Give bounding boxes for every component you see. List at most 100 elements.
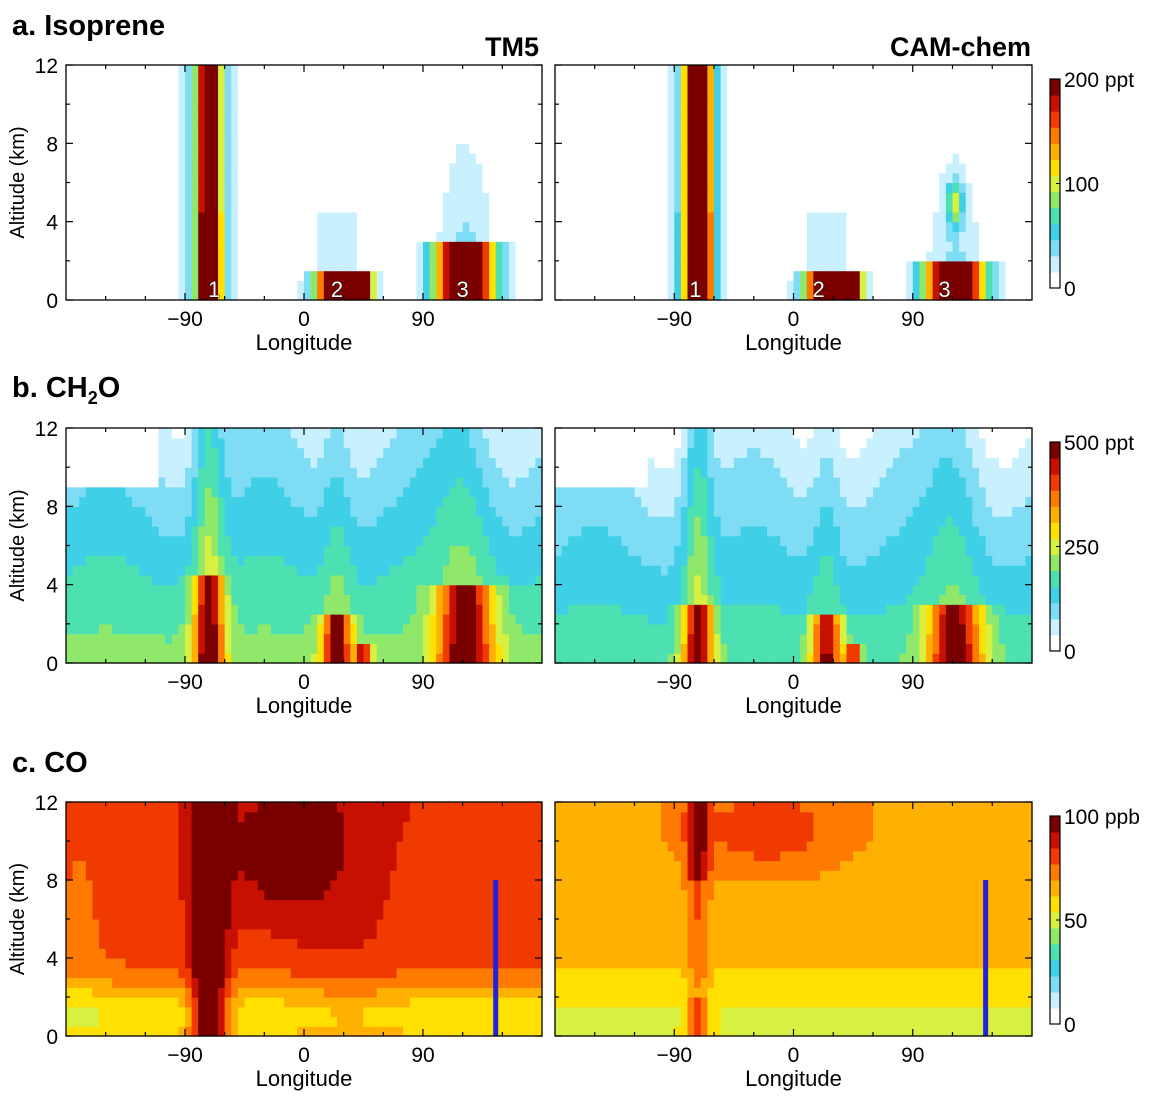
- heatmap-cell: [965, 251, 973, 262]
- heatmap-cell: [151, 192, 160, 203]
- heatmap-cell: [237, 133, 246, 144]
- heatmap-cell: [304, 437, 312, 449]
- heatmap-cell: [700, 84, 708, 95]
- heatmap-cell: [237, 84, 246, 95]
- heatmap-cell: [304, 643, 312, 654]
- heatmap-cell: [740, 74, 748, 86]
- heatmap-cell: [555, 270, 563, 282]
- heatmap-cell: [383, 290, 391, 301]
- heatmap-cell: [979, 84, 987, 95]
- heatmap-cell: [680, 74, 689, 86]
- heatmap-cell: [892, 133, 901, 144]
- heatmap-cell: [132, 614, 140, 625]
- heatmap-cell: [667, 133, 675, 144]
- heatmap-cell: [277, 172, 285, 184]
- heatmap-cell: [297, 74, 305, 86]
- heatmap-cell: [634, 143, 642, 154]
- heatmap-cell: [66, 182, 74, 193]
- heatmap-cell: [99, 437, 107, 449]
- heatmap-cell: [79, 486, 87, 498]
- heatmap-cell: [383, 231, 391, 242]
- heatmap-cell: [456, 260, 464, 272]
- heatmap-cell: [72, 486, 80, 498]
- heatmap-cell: [370, 74, 378, 86]
- heatmap-cell: [185, 623, 193, 635]
- heatmap-cell: [290, 525, 298, 537]
- heatmap-cell: [257, 251, 265, 262]
- heatmap-cell: [290, 486, 298, 498]
- heatmap-cell: [244, 428, 252, 439]
- heatmap-cell: [800, 84, 808, 95]
- heatmap-cell: [502, 290, 510, 301]
- heatmap-cell: [323, 231, 332, 242]
- heatmap-cell: [145, 290, 153, 301]
- heatmap-cell: [687, 251, 695, 262]
- heatmap-cell: [284, 162, 292, 174]
- heatmap-cell: [363, 633, 371, 645]
- heatmap-cell: [125, 516, 133, 527]
- heatmap-cell: [277, 633, 285, 645]
- heatmap-cell: [753, 231, 761, 242]
- heatmap-cell: [224, 270, 232, 282]
- heatmap-cell: [105, 506, 113, 517]
- heatmap-cell: [449, 486, 457, 498]
- heatmap-cell: [151, 113, 160, 125]
- heatmap-cell: [926, 133, 934, 144]
- heatmap-cell: [694, 113, 702, 125]
- heatmap-cell: [786, 162, 795, 174]
- heatmap-cell: [462, 133, 470, 144]
- heatmap-cell: [436, 447, 444, 458]
- heatmap-cell: [383, 437, 391, 449]
- heatmap-cell: [409, 143, 417, 154]
- heatmap-cell: [191, 555, 199, 566]
- heatmap-cell: [178, 143, 186, 154]
- heatmap-cell: [145, 172, 153, 184]
- heatmap-cell: [277, 574, 285, 586]
- heatmap-cell: [680, 290, 689, 301]
- heatmap-cell: [621, 260, 629, 272]
- heatmap-cell: [310, 162, 318, 174]
- heatmap-cell: [99, 241, 107, 252]
- heatmap-cell: [79, 496, 87, 507]
- heatmap-cell: [237, 457, 246, 468]
- heatmap-cell: [363, 153, 371, 164]
- heatmap-cell: [687, 153, 695, 164]
- heatmap-cell: [356, 162, 365, 174]
- heatmap-cell: [773, 143, 781, 154]
- heatmap-cell: [873, 133, 881, 144]
- heatmap-cell: [237, 467, 246, 478]
- region-label: 1: [689, 277, 701, 302]
- heatmap-cell: [165, 172, 173, 184]
- heatmap-cell: [720, 241, 728, 252]
- heatmap-cell: [211, 280, 219, 291]
- heatmap-cell: [383, 545, 391, 556]
- heatmap-cell: [621, 290, 629, 301]
- heatmap-cell: [277, 192, 285, 203]
- heatmap-cell: [376, 153, 384, 164]
- heatmap-cell: [998, 260, 1007, 272]
- heatmap-cell: [317, 231, 325, 242]
- heatmap-cell: [370, 565, 378, 576]
- heatmap-cell: [204, 457, 213, 468]
- heatmap-cell: [396, 516, 404, 527]
- heatmap-cell: [714, 133, 722, 144]
- heatmap-cell: [621, 202, 629, 213]
- heatmap-cell: [383, 653, 391, 664]
- heatmap-cell: [218, 565, 226, 576]
- heatmap-cell: [389, 525, 398, 537]
- heatmap-cell: [489, 182, 497, 193]
- heatmap-cell: [826, 211, 834, 223]
- heatmap-cell: [244, 437, 252, 449]
- heatmap-cell: [389, 153, 398, 164]
- heatmap-cell: [244, 133, 252, 144]
- heatmap-cell: [820, 241, 828, 252]
- heatmap-cell: [191, 496, 199, 507]
- heatmap-cell: [912, 251, 920, 262]
- heatmap-cell: [409, 506, 417, 517]
- heatmap-cell: [370, 143, 378, 154]
- heatmap-cell: [515, 260, 523, 272]
- heatmap-cell: [72, 467, 80, 478]
- heatmap-cell: [522, 153, 530, 164]
- heatmap-cell: [178, 123, 186, 135]
- heatmap-cell: [475, 221, 484, 233]
